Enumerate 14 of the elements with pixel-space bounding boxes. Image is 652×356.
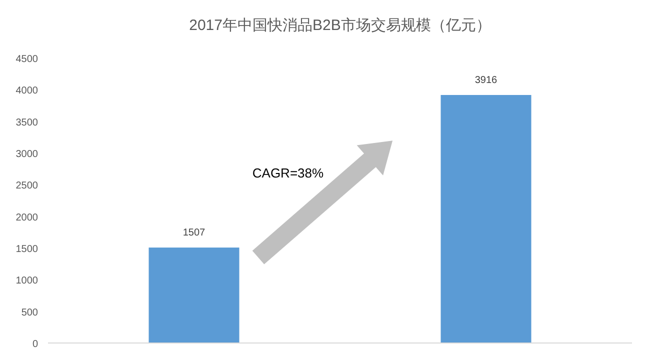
- y-tick-label: 4000: [16, 86, 38, 97]
- y-tick-label: 2000: [16, 212, 38, 224]
- y-tick-label: 3000: [16, 149, 38, 160]
- y-tick-label: 1500: [16, 244, 38, 255]
- y-tick-label: 2500: [16, 180, 38, 192]
- y-tick-label: 3500: [16, 117, 38, 128]
- chart-title: 2017年中国快消品B2B市场交易规模（亿元）: [189, 17, 491, 34]
- data-label: 1507: [182, 228, 206, 239]
- y-tick-label: 500: [21, 307, 38, 318]
- y-tick-label: 1000: [16, 276, 38, 287]
- y-tick-label: 4500: [16, 54, 38, 65]
- data-label: 3916: [474, 74, 498, 86]
- y-tick-label: 0: [32, 339, 38, 350]
- annotation: CAGR=38%: [252, 166, 324, 181]
